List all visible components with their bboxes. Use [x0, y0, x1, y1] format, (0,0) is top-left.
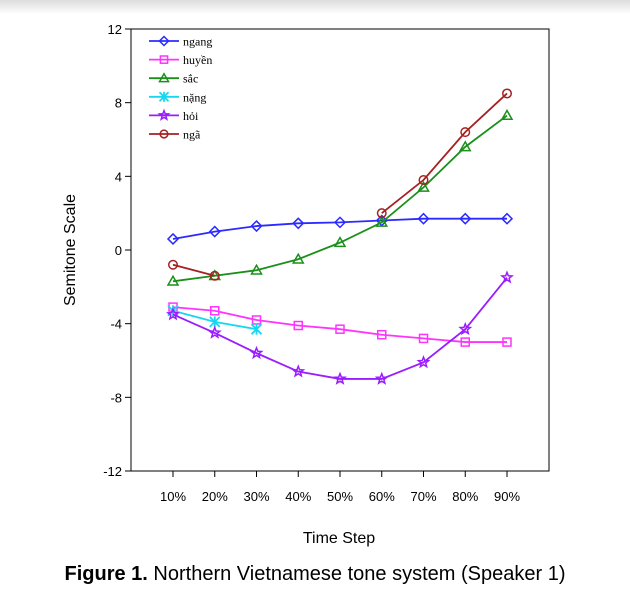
data-point: [458, 321, 473, 336]
data-point: [416, 355, 431, 369]
x-tick-label: 50%: [327, 489, 353, 504]
y-tick-label: -4: [110, 317, 122, 332]
data-point: [502, 88, 512, 99]
legend-label: nặng: [183, 90, 206, 104]
top-gradient-bar: [0, 0, 630, 14]
y-tick-label: 12: [108, 22, 122, 37]
legend-label: sắc: [183, 72, 198, 86]
data-point: [158, 72, 170, 83]
data-point: [166, 307, 180, 321]
series-line: [172, 263, 215, 277]
x-tick-label: 60%: [369, 489, 395, 504]
y-axis-label: Semitone Scale: [62, 194, 79, 306]
series-line: [381, 92, 508, 214]
data-point: [500, 270, 514, 284]
data-point: [158, 91, 170, 102]
y-tick-label: 4: [115, 169, 122, 184]
data-point: [502, 337, 512, 347]
series-2: [168, 302, 512, 347]
data-point: [292, 217, 305, 230]
data-point: [291, 252, 305, 264]
y-tick-label: 0: [115, 243, 122, 258]
data-point: [458, 140, 472, 152]
series-line: [172, 217, 507, 240]
legend-label: huyền: [183, 53, 212, 67]
data-point: [250, 323, 263, 335]
data-point: [418, 333, 429, 344]
series-line: [172, 114, 508, 283]
data-point: [333, 216, 347, 229]
data-point: [333, 371, 347, 385]
data-point: [335, 324, 345, 334]
legend-item: ngang: [149, 35, 212, 49]
data-point: [166, 274, 180, 286]
legend-item: nặng: [149, 90, 206, 104]
data-point: [210, 306, 220, 316]
y-tick-label: -8: [110, 390, 122, 405]
x-tick-label: 10%: [160, 489, 186, 504]
y-tick-label: -12: [103, 464, 122, 479]
data-point: [375, 215, 389, 227]
data-point: [418, 175, 429, 186]
legend-item: huyền: [149, 53, 212, 67]
series-layer: [166, 88, 514, 385]
data-point: [158, 35, 170, 47]
series-3: [166, 109, 514, 286]
figure-caption: Figure 1. Northern Vietnamese tone syste…: [0, 563, 630, 586]
data-point: [159, 55, 169, 64]
legend-item: hỏi: [149, 108, 199, 123]
data-point: [377, 329, 387, 340]
data-point: [500, 109, 514, 121]
legend-label: hỏi: [183, 109, 199, 123]
data-point: [208, 225, 221, 238]
data-point: [460, 337, 470, 347]
series-5: [166, 270, 514, 385]
legend: ngang huyền sắc nặng hỏi ngã: [149, 35, 212, 142]
data-point: [500, 212, 514, 225]
x-axis-label: Time Step: [303, 530, 375, 547]
x-tick-label: 20%: [202, 489, 228, 504]
data-point: [333, 236, 347, 248]
data-point: [168, 259, 178, 270]
data-point: [459, 212, 472, 225]
data-point: [460, 127, 471, 138]
x-tick-label: 80%: [452, 489, 478, 504]
data-point: [209, 316, 221, 328]
chart-axes: 12 8 4 0 -4 -8 -12 10% 20% 30% 40% 50% 60% 70% 80% 90%: [103, 22, 550, 504]
legend-label: ngã: [183, 128, 201, 142]
x-tick-label: 90%: [494, 489, 520, 504]
x-tick-label: 30%: [243, 489, 269, 504]
data-point: [293, 320, 303, 331]
series-1: [166, 212, 514, 246]
data-point: [159, 129, 169, 139]
data-point: [417, 212, 430, 225]
data-point: [207, 325, 222, 339]
data-point: [209, 270, 220, 281]
data-point: [166, 232, 180, 246]
data-point: [417, 180, 430, 192]
data-point: [250, 263, 263, 275]
legend-item: sắc: [149, 72, 198, 86]
series-line: [172, 277, 508, 380]
legend-item: ngã: [149, 128, 201, 142]
x-tick-label: 40%: [285, 489, 311, 504]
x-tick-label: 70%: [410, 489, 436, 504]
legend-label: ngang: [183, 35, 212, 49]
data-point: [157, 108, 171, 121]
figure-caption-text: Northern Vietnamese tone system (Speaker…: [153, 563, 566, 585]
data-point: [291, 364, 306, 378]
data-point: [376, 208, 387, 219]
data-point: [250, 219, 263, 233]
figure-caption-label: Figure 1.: [64, 563, 148, 585]
data-point: [249, 345, 264, 360]
series-4: [167, 305, 263, 335]
data-point: [374, 371, 389, 385]
y-tick-label: 8: [115, 96, 122, 111]
series-6: [168, 88, 512, 281]
